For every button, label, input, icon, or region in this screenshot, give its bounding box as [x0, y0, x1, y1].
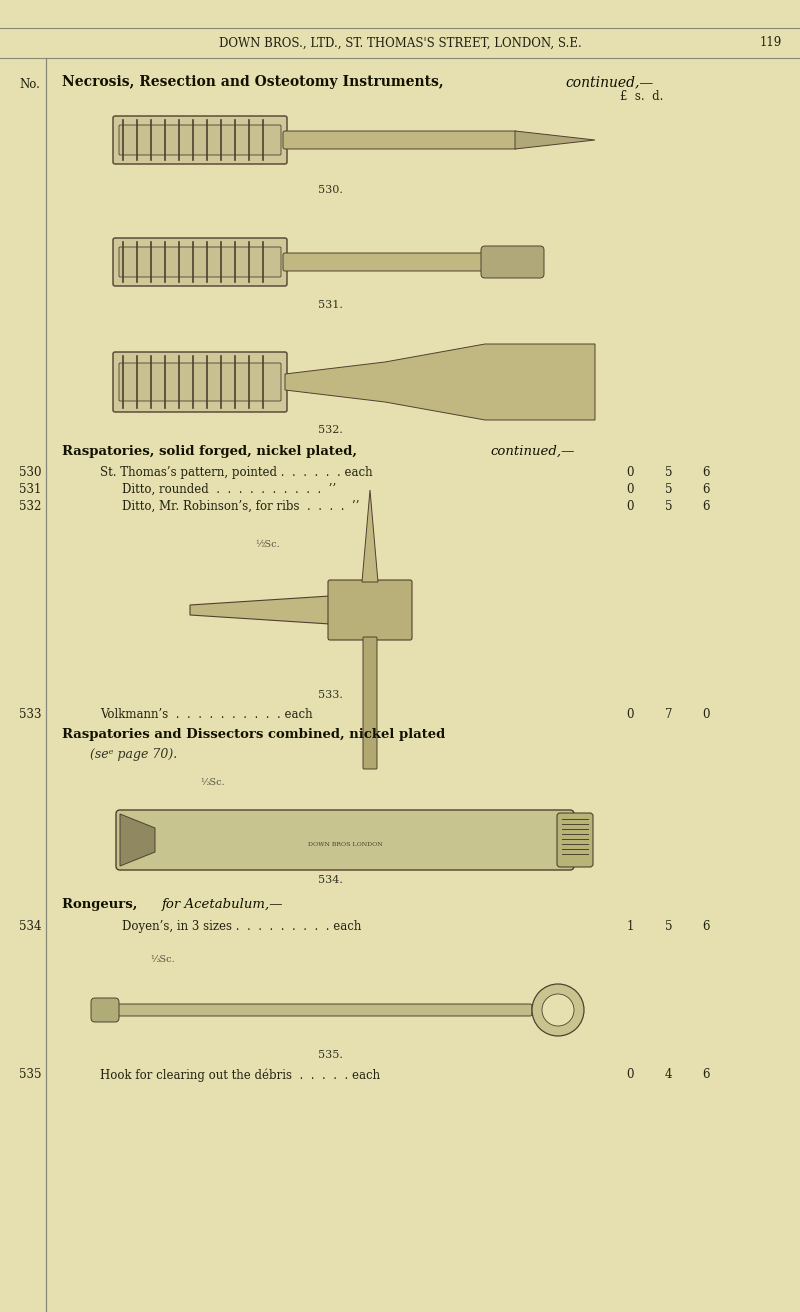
Text: (seᵉ page 70).: (seᵉ page 70). — [90, 748, 178, 761]
Text: 0: 0 — [626, 500, 634, 513]
Text: 5: 5 — [665, 920, 672, 933]
Text: 7: 7 — [665, 708, 672, 722]
Text: Ditto, rounded  .  .  .  .  .  .  .  .  .  .  ’’: Ditto, rounded . . . . . . . . . . ’’ — [122, 483, 336, 496]
Text: 531.: 531. — [318, 300, 342, 310]
Text: ⅓Sc.: ⅓Sc. — [150, 955, 174, 964]
Polygon shape — [285, 344, 595, 420]
Polygon shape — [362, 489, 378, 583]
FancyBboxPatch shape — [363, 638, 377, 769]
Text: 0: 0 — [626, 466, 634, 479]
Text: Ditto, Mr. Robinson’s, for ribs  .  .  .  .  ’’: Ditto, Mr. Robinson’s, for ribs . . . . … — [122, 500, 359, 513]
Text: 532: 532 — [19, 500, 41, 513]
Text: St. Thomas’s pattern, pointed .  .  .  .  .  . each: St. Thomas’s pattern, pointed . . . . . … — [100, 466, 373, 479]
Text: Rongeurs,: Rongeurs, — [62, 897, 142, 911]
Text: 4: 4 — [665, 1068, 672, 1081]
Text: 535.: 535. — [318, 1050, 342, 1060]
Text: 534.: 534. — [318, 875, 342, 886]
Text: ½Sc.: ½Sc. — [255, 541, 280, 548]
Text: 532.: 532. — [318, 425, 342, 436]
FancyBboxPatch shape — [481, 247, 544, 278]
Text: 6: 6 — [702, 483, 710, 496]
FancyBboxPatch shape — [283, 131, 517, 150]
Text: continued,—: continued,— — [490, 445, 574, 458]
Text: ⅓Sc.: ⅓Sc. — [200, 778, 225, 787]
Text: 0: 0 — [626, 483, 634, 496]
Text: 119: 119 — [760, 37, 782, 50]
Text: 533.: 533. — [318, 690, 342, 701]
Text: 0: 0 — [626, 708, 634, 722]
Text: 535: 535 — [18, 1068, 42, 1081]
Polygon shape — [120, 813, 155, 866]
FancyBboxPatch shape — [119, 247, 281, 277]
FancyBboxPatch shape — [119, 363, 281, 401]
Text: 5: 5 — [665, 483, 672, 496]
Text: 0: 0 — [702, 708, 710, 722]
Text: 6: 6 — [702, 1068, 710, 1081]
Text: Hook for clearing out the débris  .  .  .  .  . each: Hook for clearing out the débris . . . .… — [100, 1068, 380, 1081]
Text: 530: 530 — [18, 466, 42, 479]
FancyBboxPatch shape — [557, 813, 593, 867]
Polygon shape — [515, 131, 595, 150]
FancyBboxPatch shape — [119, 125, 281, 155]
Circle shape — [532, 984, 584, 1036]
FancyBboxPatch shape — [113, 352, 287, 412]
Circle shape — [542, 994, 574, 1026]
Text: 0: 0 — [626, 1068, 634, 1081]
Text: 530.: 530. — [318, 185, 342, 195]
Text: £  s.  d.: £ s. d. — [620, 91, 663, 104]
FancyBboxPatch shape — [283, 253, 487, 272]
Text: 5: 5 — [665, 500, 672, 513]
Polygon shape — [190, 596, 330, 625]
Text: Necrosis, Resection and Osteotomy Instruments,: Necrosis, Resection and Osteotomy Instru… — [62, 75, 449, 89]
Text: DOWN BROS., LTD., ST. THOMAS'S STREET, LONDON, S.E.: DOWN BROS., LTD., ST. THOMAS'S STREET, L… — [218, 37, 582, 50]
Text: No.: No. — [19, 77, 41, 91]
FancyBboxPatch shape — [113, 115, 287, 164]
FancyBboxPatch shape — [91, 998, 119, 1022]
Text: for Acetabulum,—: for Acetabulum,— — [162, 897, 283, 911]
Text: 5: 5 — [665, 466, 672, 479]
Text: continued,—: continued,— — [565, 75, 654, 89]
Text: 531: 531 — [19, 483, 41, 496]
Text: Raspatories and Dissectors combined, nickel plated: Raspatories and Dissectors combined, nic… — [62, 728, 446, 741]
Text: 6: 6 — [702, 500, 710, 513]
Text: 533: 533 — [18, 708, 42, 722]
FancyBboxPatch shape — [116, 810, 574, 870]
FancyBboxPatch shape — [98, 1004, 532, 1015]
Text: 1: 1 — [626, 920, 634, 933]
Text: 534: 534 — [18, 920, 42, 933]
Text: Raspatories, solid forged, nickel plated,: Raspatories, solid forged, nickel plated… — [62, 445, 362, 458]
Text: 6: 6 — [702, 920, 710, 933]
Text: 6: 6 — [702, 466, 710, 479]
FancyBboxPatch shape — [328, 580, 412, 640]
Text: Doyen’s, in 3 sizes .  .  .  .  .  .  .  .  . each: Doyen’s, in 3 sizes . . . . . . . . . ea… — [122, 920, 362, 933]
FancyBboxPatch shape — [113, 237, 287, 286]
Text: Volkmann’s  .  .  .  .  .  .  .  .  .  . each: Volkmann’s . . . . . . . . . . each — [100, 708, 313, 722]
Text: DOWN BROS LONDON: DOWN BROS LONDON — [308, 841, 382, 846]
